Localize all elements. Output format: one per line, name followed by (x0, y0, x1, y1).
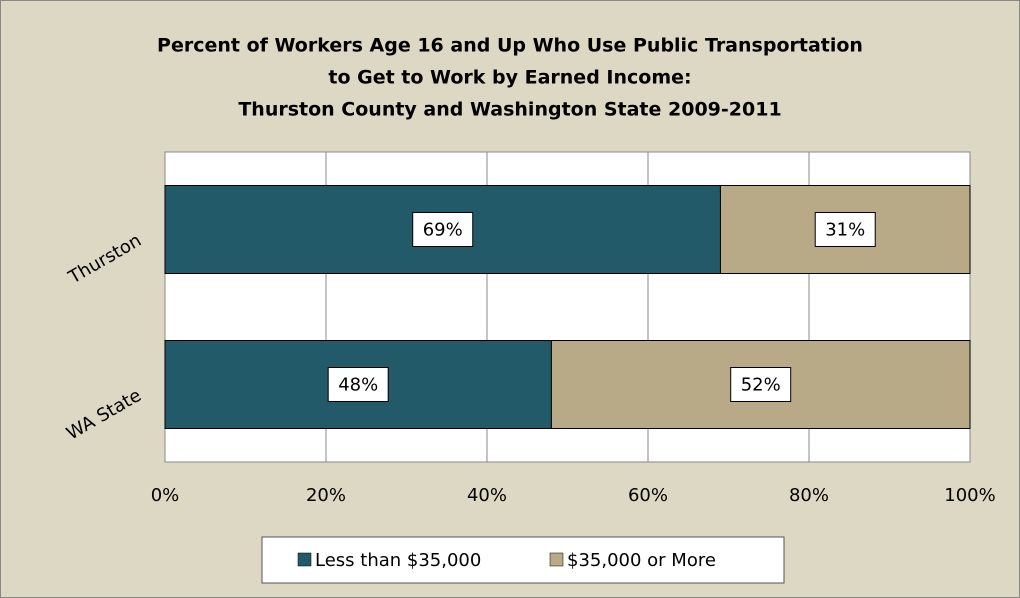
chart-title: to Get to Work by Earned Income: (328, 67, 691, 89)
legend-label: $35,000 or More (567, 550, 716, 571)
x-tick-label: 40% (467, 485, 507, 506)
chart-title: Percent of Workers Age 16 and Up Who Use… (157, 35, 863, 57)
legend-swatch (297, 552, 312, 567)
x-tick-label: 100% (944, 485, 995, 506)
chart-title: Thurston County and Washington State 200… (238, 99, 781, 121)
x-tick-label: 0% (151, 485, 180, 506)
x-tick-label: 20% (306, 485, 346, 506)
data-label: 31% (825, 220, 865, 241)
x-tick-label: 60% (628, 485, 668, 506)
data-label-box (412, 212, 474, 247)
data-label: 52% (741, 375, 781, 396)
legend-label: Less than $35,000 (315, 550, 481, 571)
data-label-box (814, 212, 876, 247)
data-label: 69% (423, 220, 463, 241)
data-label: 48% (338, 375, 378, 396)
data-label-box (327, 367, 389, 402)
x-tick-label: 80% (789, 485, 829, 506)
bar (719, 185, 971, 274)
legend-swatch (549, 552, 564, 567)
data-label-box (730, 367, 792, 402)
legend (261, 536, 785, 584)
